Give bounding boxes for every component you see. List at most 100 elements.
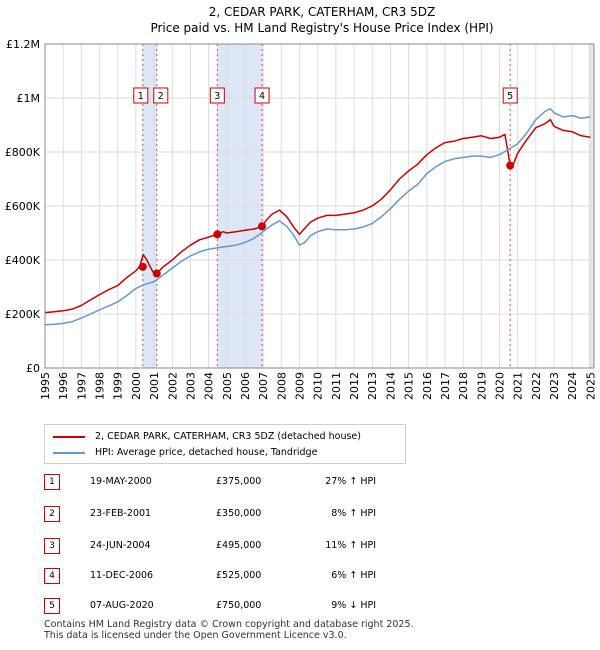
- legend-swatch-property: [53, 435, 85, 438]
- y-tick-label: £1M: [17, 92, 41, 105]
- x-tick-label: 1999: [112, 372, 125, 400]
- sale-price: £750,000: [216, 600, 262, 611]
- sale-marker: [506, 161, 515, 170]
- table-row: 3 24-JUN-2004 £495,000 11% ↑ HPI: [44, 538, 404, 554]
- sale-label-text: 5: [507, 91, 513, 102]
- legend-item-property: 2, CEDAR PARK, CATERHAM, CR3 5DZ (detach…: [53, 431, 361, 442]
- sale-price: £525,000: [216, 570, 262, 581]
- x-tick-label: 2007: [257, 372, 270, 400]
- chart-axes: £0 £200K £400K £600K £800K £1M £1.2M 1995 1996 19…: [5, 38, 598, 400]
- sale-label-box: 2: [153, 87, 169, 104]
- sale-hpi-change: 11% ↑ HPI: [325, 540, 376, 551]
- x-tick-label: 2014: [384, 372, 397, 400]
- table-row: 5 07-AUG-2020 £750,000 9% ↓ HPI: [44, 598, 404, 614]
- sale-label-rect: [153, 87, 169, 104]
- x-tick-label: 2019: [475, 372, 488, 400]
- sale-label-text: 1: [138, 91, 144, 102]
- sale-date: 24-JUN-2004: [90, 540, 151, 551]
- sale-markers: [138, 161, 515, 278]
- x-tick-label: 2008: [275, 372, 288, 400]
- x-tick-label: 2001: [148, 372, 161, 400]
- sale-price: £375,000: [216, 476, 262, 487]
- x-tick-label: 1997: [75, 372, 88, 400]
- sale-number-badge: 3: [44, 538, 60, 554]
- sale-hpi-change: 8% ↑ HPI: [331, 508, 376, 519]
- sale-marker: [138, 262, 147, 271]
- sale-label-rect: [133, 87, 149, 104]
- table-row: 4 11-DEC-2006 £525,000 6% ↑ HPI: [44, 568, 404, 584]
- sale-date: 07-AUG-2020: [90, 600, 154, 611]
- table-row: 1 19-MAY-2000 £375,000 27% ↑ HPI: [44, 474, 404, 490]
- series-line-property: [44, 118, 591, 314]
- x-tick-label: 2013: [366, 372, 379, 400]
- footer-line-licence: This data is licensed under the Open Gov…: [44, 630, 347, 641]
- sale-marker: [258, 222, 267, 231]
- y-tick-label: £0: [26, 362, 40, 375]
- x-tick-label: 2000: [130, 372, 143, 400]
- sale-date-lines: [142, 44, 511, 368]
- sale-label-box: 1: [133, 87, 149, 104]
- x-tick-label: 2015: [403, 372, 416, 400]
- x-tick-label: 2020: [493, 372, 506, 400]
- sale-hpi-change: 6% ↑ HPI: [331, 570, 376, 581]
- x-tick-label: 2002: [166, 372, 179, 400]
- sale-price: £350,000: [216, 508, 262, 519]
- plot-frame: [44, 43, 595, 369]
- sale-label-box: 3: [209, 87, 225, 104]
- x-tick-label: 2017: [439, 372, 452, 400]
- legend-label-hpi: HPI: Average price, detached house, Tand…: [95, 447, 318, 458]
- footer-attribution: Contains HM Land Registry data © Crown c…: [44, 619, 414, 641]
- sale-label-box: 4: [254, 87, 270, 104]
- sale-number-badge: 4: [44, 568, 60, 584]
- price-chart: 2, CEDAR PARK, CATERHAM, CR3 5DZ Price p…: [5, 5, 598, 400]
- sale-number-labels: 1 2 3 4 5: [133, 87, 518, 104]
- y-tick-label: £800K: [5, 146, 41, 159]
- y-tick-label: £200K: [5, 308, 41, 321]
- footer-line-copyright: Contains HM Land Registry data © Crown c…: [44, 619, 414, 630]
- chart-subtitle: Price paid vs. HM Land Registry's House …: [150, 21, 493, 35]
- x-tick-label: 2004: [203, 372, 216, 400]
- x-tick-label: 2006: [239, 372, 252, 400]
- sale-label-rect: [254, 87, 270, 104]
- chart-title: 2, CEDAR PARK, CATERHAM, CR3 5DZ: [209, 5, 436, 19]
- sale-hpi-change: 9% ↓ HPI: [331, 600, 376, 611]
- x-tick-label: 2016: [421, 372, 434, 400]
- x-tick-label: 1995: [39, 372, 52, 400]
- x-tick-label: 2021: [512, 372, 525, 400]
- legend-swatch-hpi: [53, 451, 85, 454]
- x-tick-label: 1996: [57, 372, 70, 400]
- legend-item-hpi: HPI: Average price, detached house, Tand…: [53, 447, 317, 458]
- sale-hpi-change: 27% ↑ HPI: [325, 476, 376, 487]
- x-tick-label: 2003: [184, 372, 197, 400]
- x-tick-label: 2025: [584, 372, 597, 400]
- sale-marker: [152, 269, 161, 278]
- sale-label-rect: [209, 87, 225, 104]
- y-tick-label: £400K: [5, 254, 41, 267]
- sale-label-text: 2: [158, 91, 164, 102]
- x-tick-label: 2012: [348, 372, 361, 400]
- y-tick-label: £1.2M: [6, 38, 40, 51]
- legend-label-property: 2, CEDAR PARK, CATERHAM, CR3 5DZ (detach…: [95, 431, 361, 442]
- x-tick-label: 2023: [548, 372, 561, 400]
- x-tick-label: 2010: [312, 372, 325, 400]
- x-tick-label: 2005: [221, 372, 234, 400]
- sale-label-text: 3: [214, 91, 220, 102]
- x-tick-label: 2011: [330, 372, 343, 400]
- sale-date: 11-DEC-2006: [90, 570, 154, 581]
- sale-marker: [213, 230, 222, 239]
- sale-label-text: 4: [259, 91, 265, 102]
- chart-legend: 2, CEDAR PARK, CATERHAM, CR3 5DZ (detach…: [44, 424, 406, 464]
- series-line-hpi: [44, 108, 591, 326]
- sale-number-badge: 2: [44, 506, 60, 522]
- x-tick-label: 2022: [530, 372, 543, 400]
- y-tick-label: £600K: [5, 200, 41, 213]
- sale-price: £495,000: [216, 540, 262, 551]
- x-tick-label: 1998: [94, 372, 107, 400]
- sale-date: 19-MAY-2000: [90, 476, 152, 487]
- x-tick-label: 2009: [294, 372, 307, 400]
- sale-number-badge: 5: [44, 598, 60, 614]
- sale-date: 23-FEB-2001: [90, 508, 152, 519]
- chart-series: [44, 108, 591, 326]
- sale-label-rect: [502, 87, 518, 104]
- x-tick-label: 2018: [457, 372, 470, 400]
